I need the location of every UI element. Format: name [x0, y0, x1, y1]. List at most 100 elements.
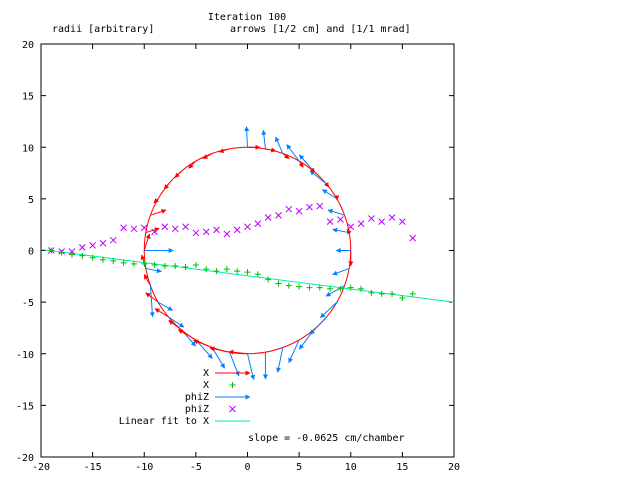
x-arrow: [228, 349, 248, 355]
x-tick-label: -15: [84, 462, 102, 473]
phiz-arrow: [195, 339, 213, 359]
phiz-arrow: [168, 316, 185, 328]
phiz-arrow: [244, 126, 250, 148]
phiz-point: [388, 214, 396, 221]
x-arrow: [163, 183, 170, 190]
slope-annotation: slope = -0.0625 cm/chamber: [248, 433, 405, 444]
x-point: [130, 260, 137, 267]
y-tick-label: -15: [16, 401, 34, 412]
phiz-point: [109, 236, 117, 244]
x-point: [378, 290, 385, 297]
x-tick-label: -5: [190, 462, 202, 473]
x-arrow: [265, 147, 277, 153]
x-point: [213, 268, 220, 275]
x-point: [58, 249, 65, 256]
phiz-arrow: [276, 347, 284, 373]
x-tick-label: -10: [135, 462, 153, 473]
x-point: [48, 247, 55, 254]
phiz-point: [99, 239, 107, 247]
y-tick-label: 5: [28, 195, 34, 206]
x-arrow: [324, 182, 330, 188]
x-point: [151, 261, 158, 268]
phiz-points-layer: [47, 202, 417, 255]
y-tick-label: 10: [22, 143, 34, 154]
legend-samples: [215, 370, 251, 422]
x-point: [306, 284, 313, 291]
x-arrow: [218, 148, 230, 154]
x-axis: -20 -15 -10 -5 0 5 10 15 20: [32, 44, 460, 473]
legend-sample-cross: [229, 405, 236, 413]
phiz-point: [192, 229, 200, 237]
x-point: [79, 252, 86, 259]
linear-fit-line: [40, 248, 455, 303]
phiz-arrow: [309, 170, 327, 185]
x-arrow: [209, 346, 230, 353]
phiz-point: [264, 214, 272, 221]
x-arrow: [168, 319, 182, 330]
x-point: [389, 290, 396, 297]
chart-title: Iteration 100: [208, 12, 286, 23]
x-point: [99, 256, 106, 263]
x-point: [316, 284, 323, 291]
x-point: [399, 294, 406, 301]
x-point: [141, 260, 148, 267]
x-tick-label: 20: [448, 462, 460, 473]
phiz-point: [120, 224, 127, 232]
x-arrow: [174, 171, 182, 178]
chart-subtitle-left: radii [arbitrary]: [52, 24, 154, 35]
x-point: [368, 289, 375, 296]
phiz-arrow: [149, 285, 155, 318]
x-point: [409, 290, 416, 297]
legend-sample-plus: [229, 382, 236, 388]
x-arrow: [153, 198, 159, 204]
phiz-arrow: [275, 136, 284, 154]
x-tick-label: -20: [32, 462, 50, 473]
x-point: [120, 259, 127, 266]
x-arrow: [346, 229, 352, 235]
phiz-point: [368, 215, 375, 222]
phiz-point: [140, 224, 148, 232]
phiz-point: [326, 218, 334, 225]
x-point: [172, 262, 179, 269]
x-point: [182, 264, 189, 271]
phiz-arrow: [288, 339, 300, 364]
linear-fit-layer: [40, 248, 455, 303]
legend-label-linear-fit: Linear fit to X: [119, 416, 209, 427]
phiz-point: [223, 230, 231, 238]
phiz-point: [151, 228, 158, 236]
y-axis: -20 -15 -10 -5 0 5 10 15 20: [16, 40, 454, 464]
x-point: [358, 285, 365, 292]
phiz-arrow: [299, 154, 315, 172]
x-point: [68, 251, 75, 258]
x-point: [192, 261, 199, 268]
x-tick-label: 10: [345, 462, 357, 473]
phiz-arrow: [261, 129, 267, 149]
x-point: [285, 282, 292, 289]
y-tick-label: -20: [16, 453, 34, 464]
y-tick-label: -10: [16, 350, 34, 361]
phiz-point: [130, 225, 138, 233]
phiz-arrow: [145, 267, 162, 274]
x-point: [327, 285, 334, 292]
y-tick-label: -5: [22, 298, 34, 309]
plot-frame: [40, 43, 455, 458]
legend-label-phiz-cross: phiZ: [185, 404, 209, 415]
x-point: [265, 276, 272, 283]
legend-label-phiz-arrow: phiZ: [185, 392, 209, 403]
phiz-arrow: [332, 227, 350, 234]
phiz-point: [78, 244, 86, 251]
x-arrows-layer: [140, 144, 354, 355]
phiz-arrow: [332, 267, 350, 276]
x-point: [110, 257, 117, 264]
phiz-point: [378, 218, 386, 225]
phiz-arrow: [286, 144, 300, 162]
phiz-point: [347, 223, 355, 231]
phiz-arrow: [157, 301, 173, 311]
phiz-point: [409, 234, 417, 242]
phiz-point: [244, 223, 251, 231]
y-tick-label: 0: [28, 247, 34, 258]
x-tick-label: 5: [296, 462, 302, 473]
x-arrow: [298, 160, 304, 168]
phiz-arrow: [322, 189, 338, 200]
